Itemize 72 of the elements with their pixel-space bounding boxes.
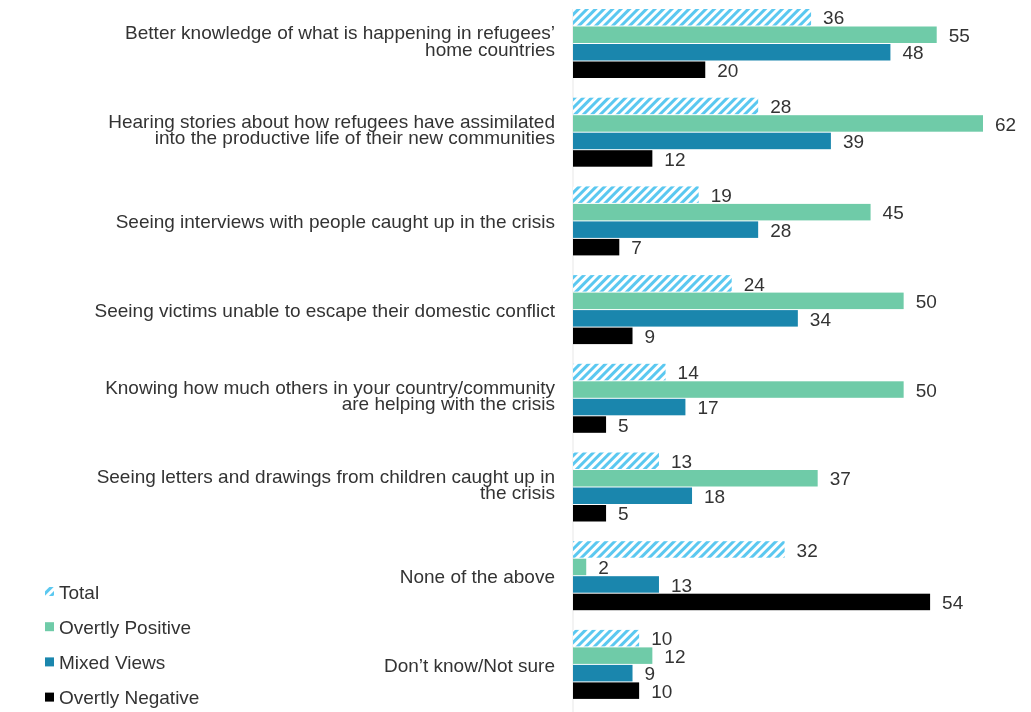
bar xyxy=(573,292,904,310)
bar xyxy=(573,558,587,576)
y-tick-label: Knowing how much others in your country/community are helping with the crisis xyxy=(105,376,556,415)
data-label: 34 xyxy=(809,308,832,330)
data-label: 19 xyxy=(710,184,732,206)
data-label: 54 xyxy=(942,592,964,614)
y-tick-label: Better knowledge of what is happening in refugees’ home countries xyxy=(125,22,555,60)
data-label: 9 xyxy=(644,326,656,347)
legend-label: Overtly Positive xyxy=(59,616,191,638)
bar xyxy=(573,452,659,469)
bar xyxy=(573,310,798,327)
data-label: 55 xyxy=(948,24,970,46)
data-label: 39 xyxy=(842,131,865,153)
data-label: 12 xyxy=(664,148,686,170)
bar xyxy=(573,487,693,504)
data-label: 50 xyxy=(915,291,937,312)
data-label: 13 xyxy=(670,450,693,472)
bar xyxy=(573,203,871,221)
y-tick-label: Don’t know/Not sure xyxy=(383,654,555,676)
legend-label: Total xyxy=(59,581,100,603)
bar xyxy=(573,44,891,61)
bar xyxy=(573,682,640,699)
bar xyxy=(573,470,818,487)
data-label: 2 xyxy=(598,557,609,579)
data-label: 37 xyxy=(829,468,851,490)
data-label: 24 xyxy=(743,273,766,295)
data-label: 28 xyxy=(770,96,792,118)
bar xyxy=(573,150,653,167)
data-label: 7 xyxy=(631,237,642,259)
data-label: 18 xyxy=(704,485,726,507)
y-tick-label: Seeing victims unable to escape their domestic conflict xyxy=(94,299,556,321)
bar xyxy=(573,363,666,381)
bar xyxy=(573,186,699,203)
bar xyxy=(573,647,653,664)
data-label: 50 xyxy=(915,379,937,401)
data-label: 5 xyxy=(618,503,629,525)
bar xyxy=(573,416,607,433)
bar xyxy=(573,629,640,647)
bar xyxy=(573,381,904,398)
y-tick-label: Seeing letters and drawings from children caught up in the crisis xyxy=(96,465,555,503)
data-label: 20 xyxy=(717,59,739,81)
bar xyxy=(573,61,706,78)
data-label: 28 xyxy=(770,219,792,241)
legend-label: Mixed Views xyxy=(59,652,166,674)
y-tick-label: Seeing interviews with people caught up in the crisis xyxy=(115,211,555,233)
data-label: 13 xyxy=(670,574,693,596)
data-label: 14 xyxy=(677,362,700,384)
legend-label: Overtly Negative xyxy=(59,687,200,709)
bar xyxy=(573,398,686,416)
bar xyxy=(573,576,659,593)
bar xyxy=(573,238,620,256)
bar xyxy=(573,132,831,150)
bar xyxy=(573,275,732,292)
bar xyxy=(573,505,607,522)
bar xyxy=(573,221,759,238)
data-label: 45 xyxy=(882,202,904,224)
bar xyxy=(573,327,633,345)
data-label: 48 xyxy=(902,42,924,64)
y-tick-label: Hearing stories about how refugees have assimilated into the productive life of their new communities xyxy=(108,110,555,149)
data-label: 5 xyxy=(618,414,629,436)
bar xyxy=(573,593,931,611)
data-label: 32 xyxy=(796,539,818,561)
y-tick-label: None of the above xyxy=(399,565,555,587)
bar xyxy=(573,541,785,558)
bar xyxy=(573,26,937,43)
data-label: 17 xyxy=(697,397,719,419)
bar xyxy=(573,115,983,132)
bar xyxy=(573,9,812,26)
bar xyxy=(573,664,633,682)
data-label: 62 xyxy=(995,113,1017,135)
bar xyxy=(573,97,759,115)
data-label: 36 xyxy=(823,7,845,29)
